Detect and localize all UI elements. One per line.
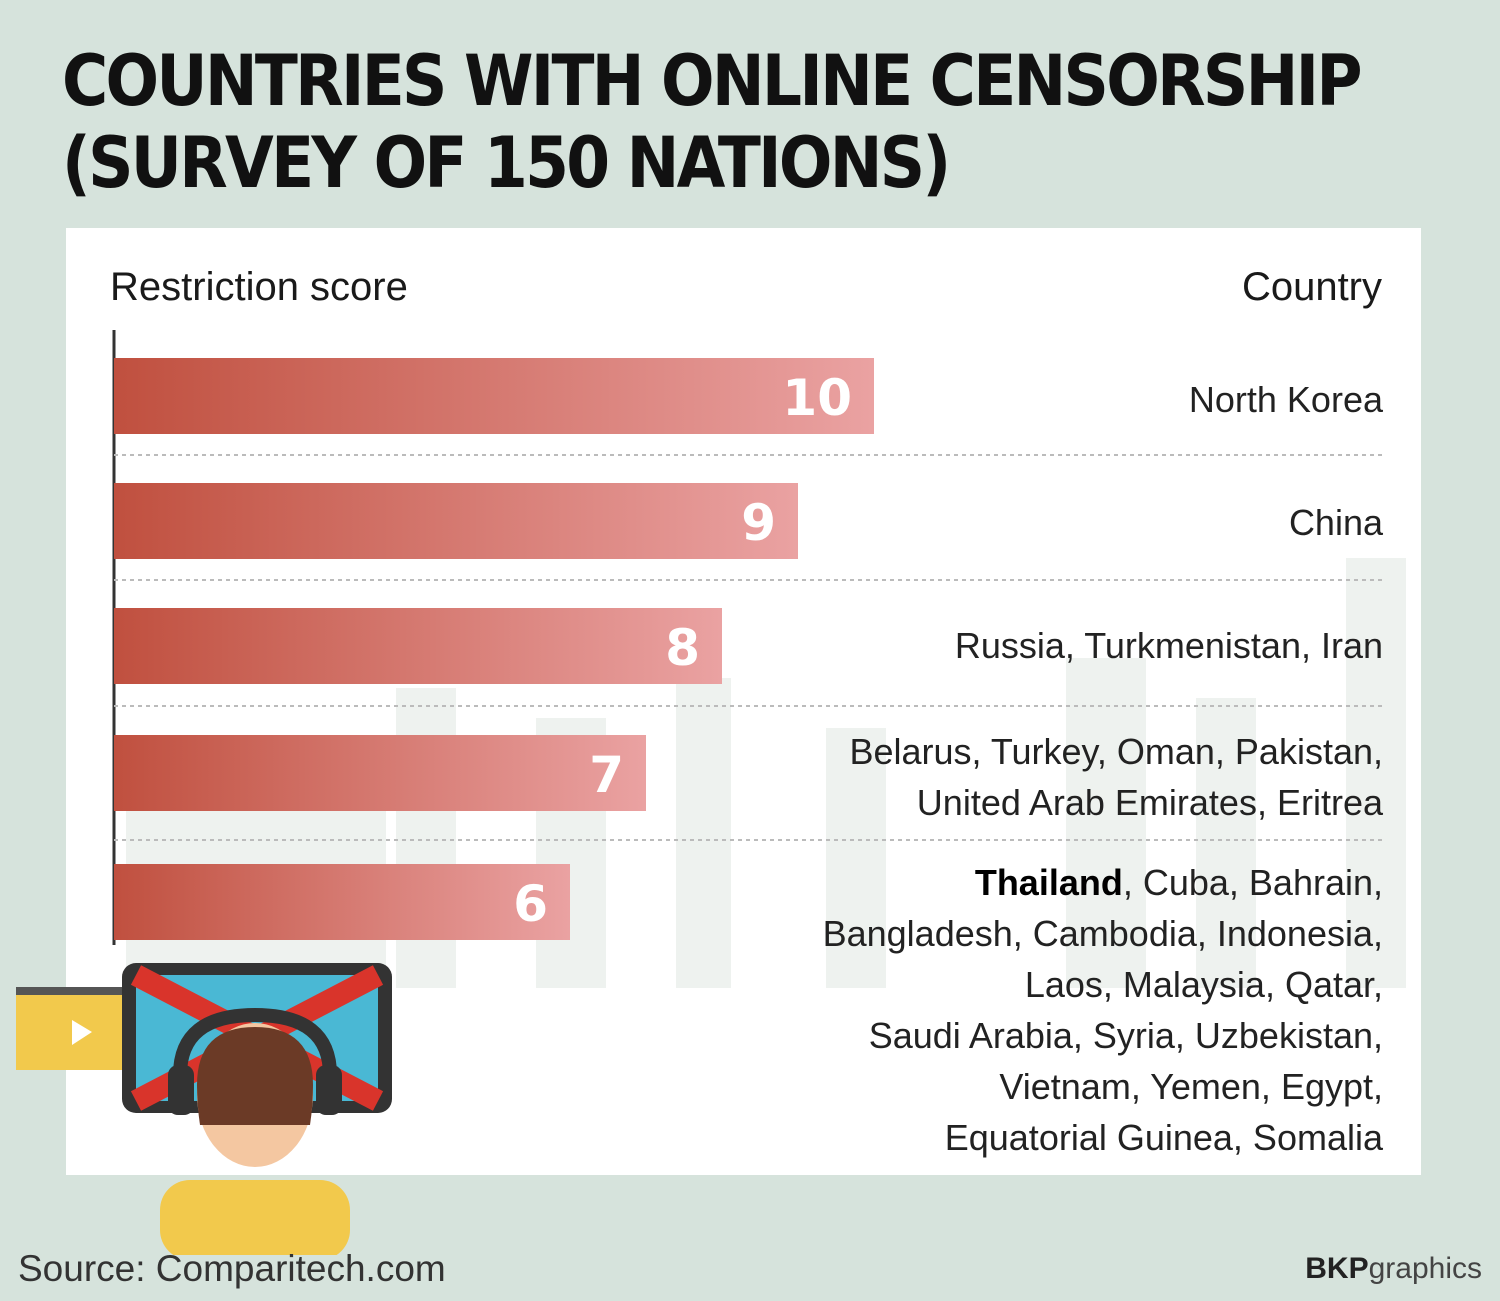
brand-bold: BKP bbox=[1305, 1252, 1369, 1285]
shirt bbox=[160, 1180, 350, 1255]
country-label: Russia, Turkmenistan, Iran bbox=[955, 620, 1383, 671]
bar bbox=[114, 735, 646, 811]
play-icon bbox=[72, 1020, 92, 1045]
bar-value-label: 9 bbox=[741, 494, 776, 552]
country-label-line: Belarus, Turkey, Oman, Pakistan, bbox=[849, 731, 1383, 772]
bar bbox=[114, 483, 798, 559]
country-label: Belarus, Turkey, Oman, Pakistan, United A… bbox=[849, 726, 1383, 828]
source-note: Source: Comparitech.com bbox=[18, 1248, 446, 1289]
bar bbox=[114, 864, 570, 940]
country-label-line: North Korea bbox=[1188, 379, 1383, 420]
chart-title: COUNTRIES WITH ONLINE CENSORSHIP (SURVEY… bbox=[62, 40, 1363, 204]
country-label-line: Russia, Turkmenistan, Iran bbox=[954, 625, 1383, 666]
country-label-line: Vietnam, Yemen, Egypt, bbox=[999, 1066, 1383, 1107]
country-label-line: China bbox=[1288, 502, 1383, 543]
bar-value-label: 10 bbox=[782, 369, 852, 427]
y-axis-label: Country bbox=[1241, 265, 1382, 309]
country-label: Thailand, Cuba, Bahrain, Bangladesh, Camb… bbox=[823, 857, 1383, 1163]
country-label-line: Saudi Arabia, Syria, Uzbekistan, bbox=[868, 1015, 1383, 1056]
bar-value-label: 6 bbox=[513, 875, 548, 933]
country-label-line: Laos, Malaysia, Qatar, bbox=[1024, 964, 1383, 1005]
highlight-country: Thailand bbox=[974, 862, 1123, 903]
country-label-line: United Arab Emirates, Eritrea bbox=[916, 782, 1383, 823]
bar bbox=[114, 608, 722, 684]
bar-value-label: 8 bbox=[665, 619, 700, 677]
user-illustration bbox=[16, 963, 392, 1255]
x-axis-label: Restriction score bbox=[110, 265, 408, 309]
brand-light: graphics bbox=[1368, 1252, 1482, 1285]
country-label-line: Thailand, Cuba, Bahrain, bbox=[974, 862, 1383, 903]
bar bbox=[114, 358, 874, 434]
bar-value-label: 7 bbox=[589, 746, 624, 804]
country-label: North Korea bbox=[1189, 374, 1383, 425]
country-label-line: Bangladesh, Cambodia, Indonesia, bbox=[822, 913, 1383, 954]
headphones-icon bbox=[173, 1007, 337, 1076]
country-label: China bbox=[1289, 497, 1383, 548]
brand-logo: BKPgraphics bbox=[1305, 1252, 1482, 1286]
country-label-line: Equatorial Guinea, Somalia bbox=[944, 1117, 1383, 1158]
chart-title-line-2: (SURVEY OF 150 NATIONS) bbox=[62, 122, 951, 204]
chart-title-line-1: COUNTRIES WITH ONLINE CENSORSHIP bbox=[62, 40, 1363, 122]
